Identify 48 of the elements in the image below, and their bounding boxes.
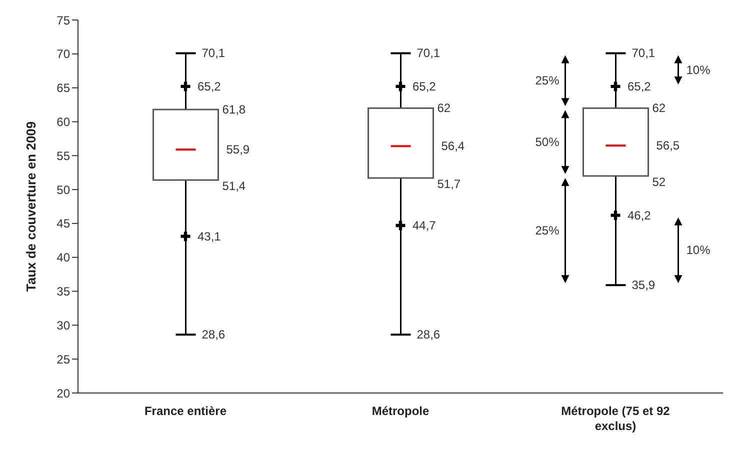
annotation: 62 — [437, 101, 451, 116]
annotation: 10% — [686, 62, 711, 77]
y-tick-label: 20 — [56, 386, 70, 400]
y-axis-title: Taux de couverture en 2009 — [24, 121, 39, 292]
annotation: 70,1 — [416, 46, 440, 60]
annotation: 51,7 — [437, 177, 461, 192]
annotation: 56,4 — [441, 139, 465, 154]
point — [396, 82, 406, 92]
annotation: 55,9 — [226, 142, 250, 157]
annotation: 28,6 — [202, 328, 226, 342]
y-tick-label: 40 — [56, 250, 70, 265]
data-label: 65,2 — [627, 80, 652, 94]
annotation: 25% — [535, 74, 560, 88]
y-tick-label: 25 — [56, 352, 70, 366]
annotation: 51,4 — [222, 179, 246, 194]
annotation: 25% — [535, 224, 560, 238]
annotation: 52 — [652, 174, 666, 189]
annotation: 62 — [652, 101, 666, 116]
data-label: 46,2 — [627, 208, 652, 223]
y-tick-label: 65 — [56, 81, 70, 96]
annotation: 56,5 — [656, 138, 680, 152]
data-label: 44,7 — [412, 218, 436, 233]
y-tick-label: 50 — [56, 182, 70, 197]
point — [610, 82, 620, 92]
data-label: 65,2 — [412, 80, 436, 94]
y-tick-label: 75 — [56, 13, 70, 28]
point — [180, 232, 190, 242]
annotation: 35,9 — [632, 278, 656, 292]
annotation: 61,8 — [222, 102, 246, 117]
y-tick-label: 60 — [56, 114, 70, 129]
annotation: 70,1 — [202, 46, 226, 60]
y-tick-label: 30 — [56, 318, 70, 332]
data-label: 43,1 — [197, 230, 222, 244]
point — [180, 82, 190, 92]
y-tick-label: 45 — [56, 216, 70, 231]
data-label: 65,2 — [197, 80, 222, 94]
annotation: 10% — [686, 243, 711, 258]
point — [396, 220, 406, 230]
y-tick-label: 35 — [56, 284, 70, 299]
annotation: 70,1 — [632, 46, 656, 60]
point — [610, 210, 620, 220]
y-tick-label: 70 — [56, 47, 70, 62]
x-tick-label: Métropole (75 et 92 exclus) — [561, 404, 670, 433]
annotation: 28,6 — [416, 328, 440, 342]
y-tick-label: 55 — [56, 148, 70, 163]
x-tick-label: Métropole — [372, 404, 430, 418]
annotation: 50% — [535, 135, 560, 150]
x-tick-label: France entière — [144, 404, 227, 418]
